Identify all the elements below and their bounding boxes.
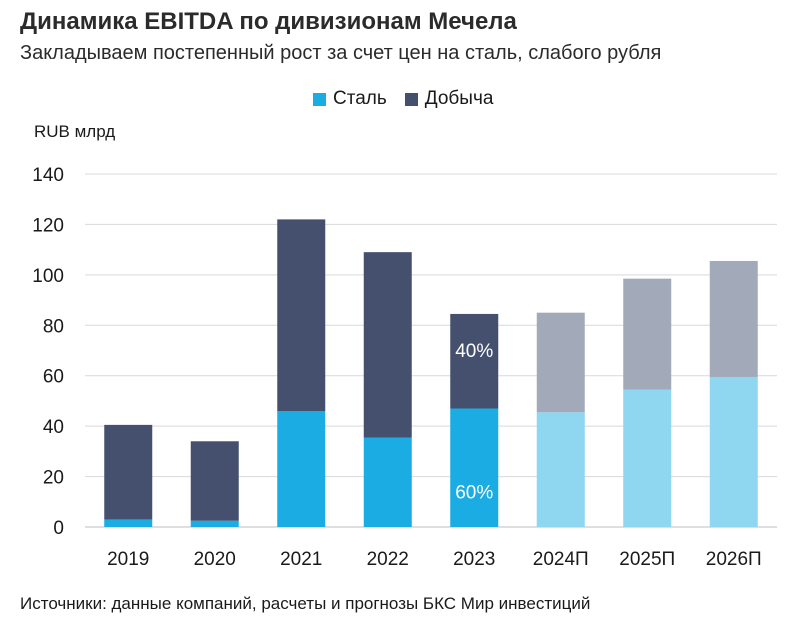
bar-mining-2022 xyxy=(363,252,412,438)
x-tick-label: 2022 xyxy=(367,549,409,570)
y-tick-label: 60 xyxy=(43,367,64,388)
annotation-mining-share: 40% xyxy=(455,341,493,362)
bar-mining-2023 xyxy=(450,313,499,409)
y-tick-label: 20 xyxy=(43,468,64,489)
legend: Сталь Добыча xyxy=(313,88,511,110)
y-tick-label: 140 xyxy=(32,165,64,186)
bar-mining-2026П xyxy=(709,260,758,377)
legend-label-steel: Сталь xyxy=(333,88,387,109)
x-tick-label: 2019 xyxy=(107,549,149,570)
x-tick-label: 2020 xyxy=(194,549,236,570)
bar-mining-2021 xyxy=(277,219,326,412)
y-tick-label: 80 xyxy=(43,316,64,337)
bar-steel-2024П xyxy=(536,412,585,527)
legend-item-mining: Добыча xyxy=(404,88,494,110)
annotation-steel-share: 60% xyxy=(455,482,493,503)
bar-steel-2021 xyxy=(277,411,326,527)
bar-mining-2025П xyxy=(623,278,672,390)
bar-steel-2019 xyxy=(104,519,153,527)
chart-subtitle: Закладываем постепенный рост за счет цен… xyxy=(20,42,662,64)
bar-steel-2023 xyxy=(450,408,499,527)
bar-steel-2026П xyxy=(709,376,758,527)
legend-item-steel: Сталь xyxy=(313,88,387,110)
y-tick-label: 120 xyxy=(32,215,64,236)
y-tick-label: 100 xyxy=(32,266,64,287)
chart-title: Динамика EBITDA по дивизионам Мечела xyxy=(20,8,517,35)
legend-label-mining: Добыча xyxy=(424,88,494,109)
source-note: Источники: данные компаний, расчеты и пр… xyxy=(20,594,591,613)
x-tick-label: 2023 xyxy=(453,549,495,570)
x-tick-label: 2024П xyxy=(533,549,589,570)
bar-steel-2025П xyxy=(623,389,672,527)
bar-mining-2019 xyxy=(104,424,153,520)
bar-mining-2024П xyxy=(536,312,585,413)
x-tick-label: 2025П xyxy=(619,549,675,570)
legend-swatch-steel xyxy=(313,92,326,106)
y-tick-label: 40 xyxy=(43,417,64,438)
bar-steel-2020 xyxy=(190,520,239,527)
legend-swatch-mining xyxy=(404,92,418,106)
bar-mining-2020 xyxy=(190,441,239,521)
x-tick-label: 2021 xyxy=(280,549,322,570)
bar-steel-2022 xyxy=(363,437,412,527)
x-tick-label: 2026П xyxy=(706,549,762,570)
y-tick-label: 0 xyxy=(53,518,64,539)
y-axis-unit-label: RUB млрд xyxy=(34,122,116,141)
